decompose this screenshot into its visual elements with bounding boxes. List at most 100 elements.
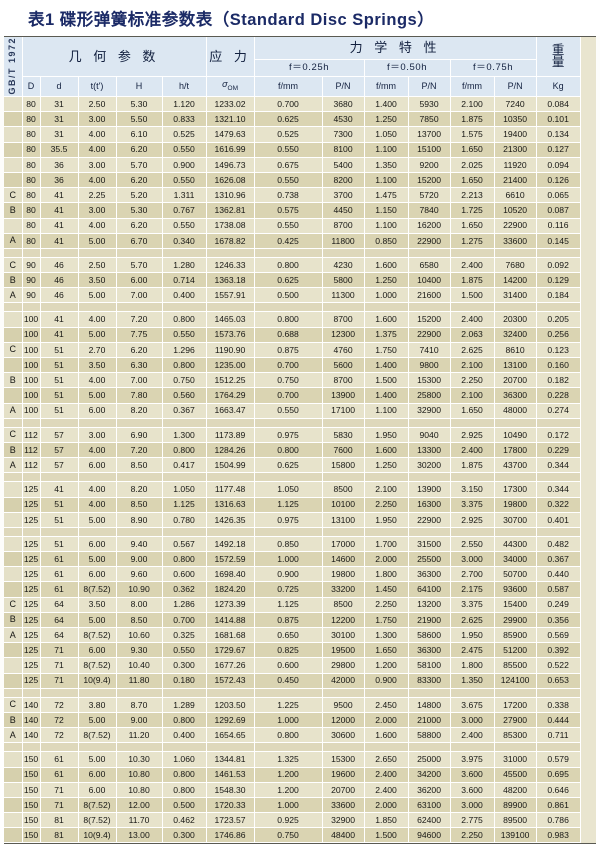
row-class-label [4, 536, 23, 553]
separator-cell [78, 742, 117, 753]
cell-weight-kg: 0.356 [536, 612, 581, 629]
cell-stress-sigma-om: 1723.57 [206, 812, 255, 829]
cell-h-over-t: 0.300 [162, 827, 207, 844]
cell-load-075: 85300 [494, 727, 537, 744]
cell-free-height: 9.40 [116, 536, 163, 553]
table-row: 100 41 5.00 7.75 0.550 1573.76 0.688 12300 1.375… [4, 327, 600, 343]
row-class-label [4, 657, 23, 674]
cell-load-025: 13900 [322, 387, 365, 404]
cell-deflection-075: 2.550 [450, 536, 495, 553]
cell-h-over-t: 1.050 [162, 481, 207, 498]
cell-load-050: 6580 [408, 257, 451, 274]
table-row: 80 36 4.00 6.20 0.550 1626.08 0.550 8200 1.100 15… [4, 172, 600, 189]
separator-cell [40, 527, 79, 537]
cell-deflection-075: 1.650 [450, 172, 495, 189]
cell-load-025: 5830 [322, 427, 365, 443]
cell-load-075: 7680 [494, 257, 537, 274]
cell-thickness: 4.00 [78, 481, 117, 498]
cell-deflection-025: 0.800 [254, 311, 323, 328]
table-row: 125 71 8(7.52) 10.40 0.300 1677.26 0.600 29800 1… [4, 657, 600, 674]
separator-cell [494, 302, 537, 313]
separator-cell [22, 688, 41, 698]
header-row-columns: D d t(t') H h/t σOM f/mm P/N f/mm P/N f/… [4, 76, 600, 98]
cell-deflection-075: 1.650 [450, 403, 495, 419]
cell-outer-diameter: 150 [22, 812, 41, 829]
cell-stress-sigma-om: 1512.25 [206, 372, 255, 389]
cell-deflection-050: 1.100 [364, 218, 409, 234]
cell-load-025: 17000 [322, 536, 365, 553]
row-class-label: A [4, 287, 23, 304]
row-class-label [4, 566, 23, 583]
group-separator-row [4, 688, 600, 698]
cell-deflection-025: 0.525 [254, 126, 323, 143]
cell-thickness: 8(7.52) [78, 727, 117, 744]
cell-weight-kg: 0.160 [536, 357, 581, 374]
cell-inner-diameter: 61 [40, 767, 79, 783]
separator-cell [450, 418, 495, 428]
cell-deflection-075: 1.575 [450, 126, 495, 143]
cell-load-025: 3700 [322, 187, 365, 204]
cell-stress-sigma-om: 1720.33 [206, 797, 255, 814]
cell-inner-diameter: 31 [40, 111, 79, 128]
cell-outer-diameter: 80 [22, 142, 41, 158]
separator-cell [254, 418, 323, 428]
cell-thickness: 3.00 [78, 157, 117, 173]
cell-inner-diameter: 71 [40, 673, 79, 689]
cell-load-025: 7600 [322, 442, 365, 459]
row-class-label: B [4, 612, 23, 629]
cell-h-over-t: 0.780 [162, 512, 207, 528]
separator-cell [206, 248, 255, 258]
cell-weight-kg: 0.249 [536, 597, 581, 613]
cell-inner-diameter: 64 [40, 627, 79, 644]
cell-stress-sigma-om: 1746.86 [206, 827, 255, 844]
cell-outer-diameter: 125 [22, 481, 41, 498]
cell-deflection-050: 2.650 [364, 751, 409, 768]
cell-stress-sigma-om: 1677.26 [206, 657, 255, 674]
cell-h-over-t: 0.560 [162, 387, 207, 404]
cell-deflection-050: 1.650 [364, 642, 409, 659]
group-separator-row [4, 302, 600, 313]
cell-free-height: 6.30 [116, 357, 163, 374]
row-class-label [4, 111, 23, 128]
cell-load-075: 139100 [494, 827, 537, 844]
cell-weight-kg: 0.983 [536, 827, 581, 844]
weight-line-1: 重 [551, 42, 565, 57]
cell-outer-diameter: 100 [22, 311, 41, 328]
cell-deflection-025: 0.600 [254, 657, 323, 674]
separator-cell [494, 742, 537, 753]
cell-h-over-t: 0.550 [162, 327, 207, 343]
cell-h-over-t: 1.280 [162, 257, 207, 274]
cell-stress-sigma-om: 1681.68 [206, 627, 255, 644]
cell-free-height: 8.20 [116, 403, 163, 419]
cell-load-050: 22900 [408, 512, 451, 528]
cell-weight-kg: 0.711 [536, 727, 581, 744]
row-class-label: B [4, 202, 23, 219]
cell-deflection-025: 0.850 [254, 536, 323, 553]
cell-stress-sigma-om: 1177.48 [206, 481, 255, 498]
separator-cell [4, 418, 23, 428]
cell-inner-diameter: 41 [40, 481, 79, 498]
cell-h-over-t: 0.180 [162, 673, 207, 689]
cell-thickness: 8(7.52) [78, 657, 117, 674]
cell-deflection-025: 0.800 [254, 727, 323, 744]
cell-load-050: 58600 [408, 627, 451, 644]
cell-weight-kg: 0.123 [536, 342, 581, 359]
separator-cell [408, 418, 451, 428]
separator-cell [4, 248, 23, 258]
cell-load-025: 33200 [322, 581, 365, 598]
table-row: C 80 41 2.25 5.20 1.311 1310.96 0.738 3700 1.475 5… [4, 187, 600, 204]
separator-cell [78, 248, 117, 258]
cell-load-075: 17300 [494, 481, 537, 498]
separator-cell [116, 302, 163, 313]
cell-load-050: 10400 [408, 272, 451, 289]
table-row: 80 31 2.50 5.30 1.120 1233.02 0.700 3680 1.400 59… [4, 96, 600, 113]
separator-cell [322, 418, 365, 428]
table-title-bar: 表1 碟形弹簧标准参数表（Standard Disc Springs） [0, 0, 600, 36]
cell-load-050: 25500 [408, 551, 451, 568]
cell-weight-kg: 0.126 [536, 172, 581, 189]
cell-load-075: 15400 [494, 597, 537, 613]
cell-load-050: 63100 [408, 797, 451, 814]
cell-load-075: 31000 [494, 751, 537, 768]
table-row: 125 51 5.00 8.90 0.780 1426.35 0.975 13100 1.950… [4, 512, 600, 528]
separator-cell [206, 472, 255, 483]
